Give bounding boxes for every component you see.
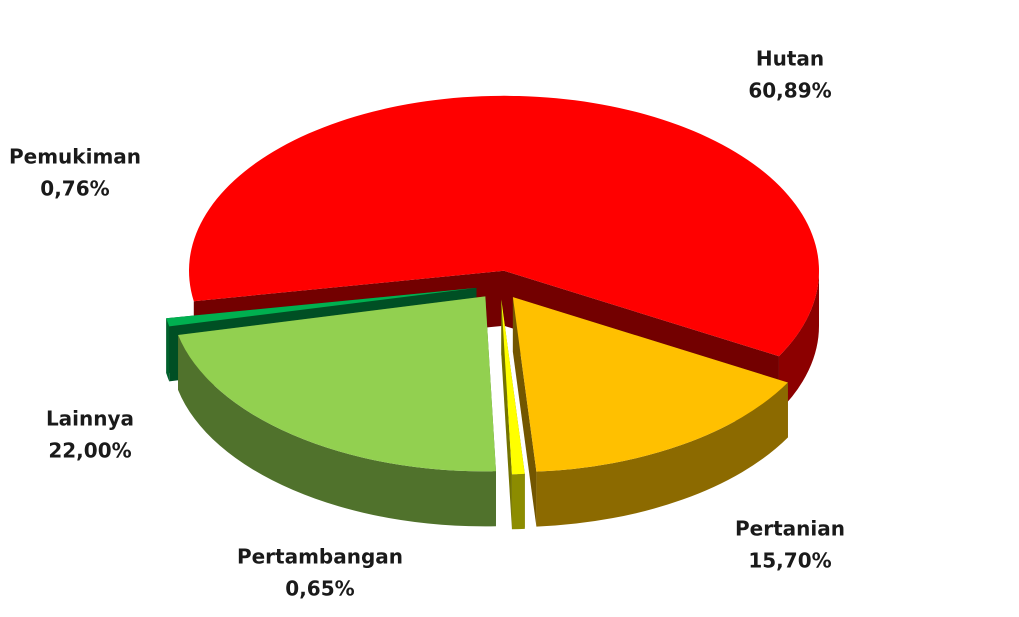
slice	[512, 297, 788, 472]
slice	[189, 95, 820, 357]
slice-value-label: 0,76%	[40, 177, 109, 201]
slice-value-label: 0,65%	[285, 577, 354, 601]
slice-value-label: 22,00%	[48, 439, 131, 463]
slice-wall	[501, 299, 512, 530]
slice-label: Pertambangan	[237, 545, 403, 569]
slice-value-label: 15,70%	[748, 549, 831, 573]
slice	[166, 287, 477, 327]
slice-side	[511, 473, 525, 530]
slice-side	[536, 382, 788, 527]
slice-side	[778, 270, 820, 412]
slice	[501, 299, 525, 475]
slice-side	[166, 318, 170, 382]
slice-side	[178, 334, 496, 527]
slice-label: Pemukiman	[9, 145, 141, 169]
slice	[178, 296, 496, 472]
slice-wall	[512, 297, 537, 527]
slice-label: Pertanian	[735, 517, 845, 541]
slice-label: Lainnya	[46, 407, 134, 431]
slice-label: Hutan	[756, 47, 824, 71]
slice-value-label: 60,89%	[748, 79, 831, 103]
